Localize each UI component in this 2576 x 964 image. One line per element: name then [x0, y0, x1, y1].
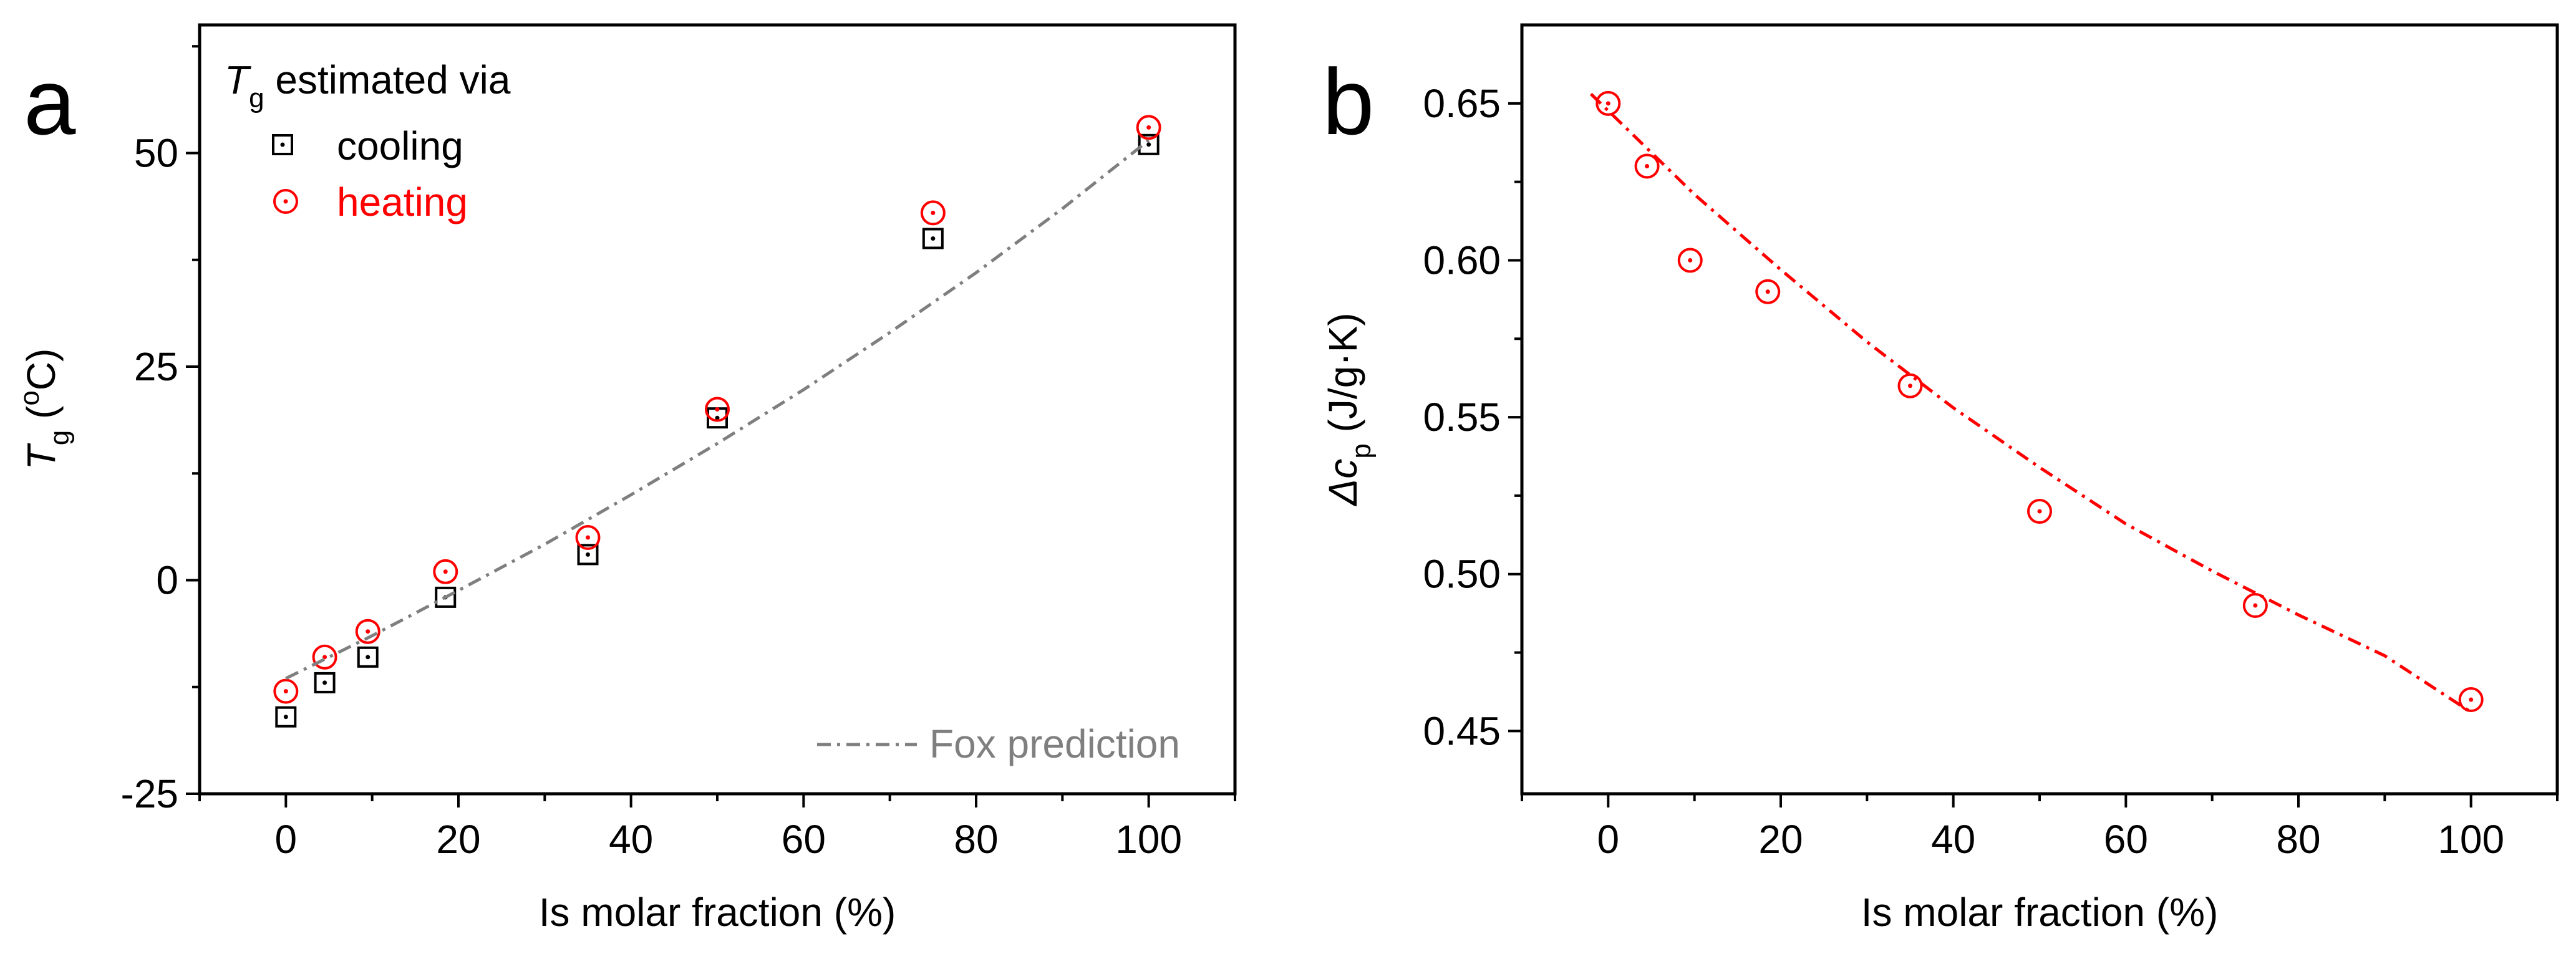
- panel-a-heating-point: [273, 678, 299, 704]
- panel-b: b 0 20 40 60 80 100 0.45 0.50 0.55 0.60 0.65 Is mo…: [1320, 23, 2559, 935]
- panel-a-fox-prediction-line: [285, 139, 1150, 680]
- panel-a: a 0 20 40 60 80 100 -25 0 25 50 Tg estimated via …: [14, 23, 1237, 935]
- panel-b--cp-point: [2458, 687, 2484, 713]
- panel-a-heating-point: [1136, 115, 1161, 140]
- panel-a-cooling-point: [275, 706, 297, 728]
- fox-legend: Fox prediction: [817, 721, 1180, 766]
- legend-cooling-marker: [272, 134, 293, 155]
- panel-b-xtick-label: 40: [1931, 817, 1975, 862]
- panel-b--cp-point: [1677, 248, 1703, 273]
- panel-b-ticks: 0 20 40 60 80 100 0.45 0.50 0.55 0.60 0.65: [1423, 81, 2559, 862]
- panel-b-xlabel: Is molar fraction (%): [1861, 890, 2219, 935]
- panel-b--cp-point: [2027, 499, 2052, 524]
- legend-heating-label: heating: [337, 180, 468, 224]
- panel-a-ticks: 0 20 40 60 80 100 -25 0 25 50: [121, 45, 1236, 862]
- panel-a-xtick-label: 60: [782, 817, 826, 862]
- legend-cooling-label: cooling: [337, 123, 463, 168]
- legend-heating-marker: [273, 189, 298, 214]
- panel-a-heating-point: [355, 619, 380, 644]
- panel-a-xlabel: Is molar fraction (%): [539, 890, 896, 935]
- panel-b-ytick-label: 0.60: [1423, 238, 1501, 282]
- panel-a-heating-point: [705, 397, 730, 422]
- panel-b-xtick-label: 80: [2276, 817, 2320, 862]
- fox-legend-label: Fox prediction: [929, 721, 1180, 766]
- panel-a-xtick-label: 100: [1115, 817, 1182, 862]
- panel-a-ytick-label: 50: [134, 131, 178, 176]
- panel-b--cp-point: [1595, 90, 1621, 116]
- panel-a-ylabel: Tg (oC): [14, 349, 75, 470]
- panel-b--cp-point: [2242, 593, 2268, 619]
- panel-a-xtick-label: 0: [275, 817, 298, 862]
- panel-b--cp-point: [1897, 373, 1923, 398]
- panel-a-legend: Tg estimated via cooling heating: [225, 57, 511, 224]
- panel-a-cooling-point: [1138, 133, 1160, 155]
- panel-a-heating-point: [312, 644, 337, 670]
- panel-b-ytick-label: 0.50: [1423, 552, 1501, 597]
- panel-b-xtick-label: 20: [1758, 817, 1803, 862]
- panel-b-letter: b: [1322, 49, 1374, 154]
- panel-a-heating-point: [575, 525, 601, 550]
- legend-title: Tg estimated via: [225, 57, 511, 113]
- panel-a-letter: a: [24, 49, 76, 154]
- panel-a-xtick-label: 40: [609, 817, 653, 862]
- panel-b-xtick-label: 60: [2104, 817, 2148, 862]
- panel-b-fit-line: [1589, 92, 2472, 714]
- panel-a-cooling-point: [922, 228, 944, 249]
- panel-b--cp-point: [1755, 279, 1781, 304]
- panel-b-xtick-label: 0: [1597, 817, 1620, 862]
- panel-a-heating-point: [920, 200, 946, 226]
- panel-b-plot-frame: [1520, 23, 2559, 796]
- panel-a-xtick-label: 20: [436, 817, 480, 862]
- panel-a-ytick-label: 0: [156, 558, 178, 603]
- panel-a-xtick-label: 80: [954, 817, 998, 862]
- panel-b-ytick-label: 0.45: [1423, 708, 1501, 753]
- panel-b-ytick-label: 0.65: [1423, 81, 1501, 126]
- panel-a-cooling-point: [357, 646, 379, 668]
- panel-a-ytick-label: -25: [121, 771, 179, 816]
- panel-b-xtick-label: 100: [2438, 817, 2504, 862]
- panel-a-series: [273, 115, 1161, 728]
- panel-a-cooling-point: [314, 672, 336, 693]
- panel-b--cp-point: [1634, 153, 1660, 179]
- panel-a-ytick-label: 25: [134, 344, 178, 389]
- panel-a-heating-point: [433, 559, 458, 584]
- panel-b-ytick-label: 0.55: [1423, 395, 1501, 440]
- panel-b-series: [1589, 90, 2484, 714]
- panel-b-ylabel: Δcp (J/g·K): [1320, 312, 1377, 506]
- panel-a-cooling-point: [577, 544, 599, 566]
